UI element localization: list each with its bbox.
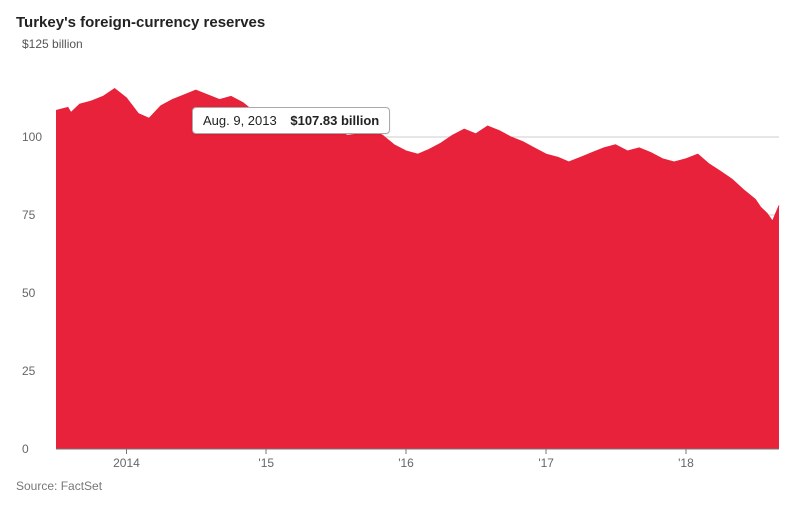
chart-container: Turkey's foreign-currency reserves $125 … xyxy=(0,0,801,516)
svg-text:75: 75 xyxy=(22,208,36,222)
svg-text:25: 25 xyxy=(22,364,36,378)
svg-text:2014: 2014 xyxy=(113,456,140,470)
plot-area: 02550751002014'15'16'17'18 Aug. 9, 2013 … xyxy=(16,53,785,473)
svg-text:'15: '15 xyxy=(258,456,274,470)
chart-title: Turkey's foreign-currency reserves xyxy=(16,14,785,31)
area-series xyxy=(56,89,779,449)
svg-text:100: 100 xyxy=(22,130,42,144)
svg-text:'17: '17 xyxy=(538,456,554,470)
svg-text:'18: '18 xyxy=(678,456,694,470)
chart-source: Source: FactSet xyxy=(16,479,785,493)
y-axis-unit: $125 billion xyxy=(22,37,785,51)
svg-text:0: 0 xyxy=(22,442,29,456)
svg-text:'16: '16 xyxy=(398,456,414,470)
chart-svg: 0 25 50 75 100 2014 '15 '16 '17 '18 xyxy=(16,53,785,473)
svg-text:50: 50 xyxy=(22,286,36,300)
